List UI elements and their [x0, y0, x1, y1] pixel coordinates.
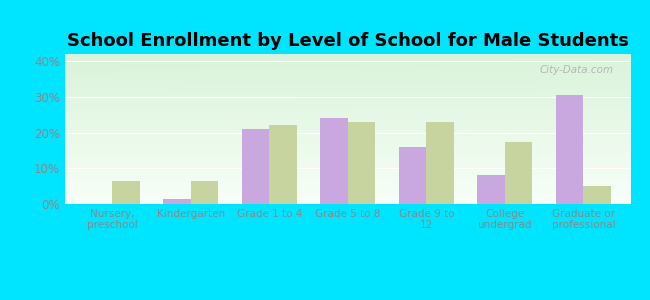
Bar [477, 176, 505, 204]
Title: School Enrollment by Level of School for Male Students: School Enrollment by Level of School for… [67, 32, 629, 50]
Bar [556, 95, 584, 204]
Bar [269, 125, 296, 204]
Bar [190, 181, 218, 204]
Bar [399, 147, 426, 204]
Bar [320, 118, 348, 204]
Bar [584, 186, 611, 204]
Bar [112, 181, 140, 204]
Bar [348, 122, 375, 204]
Bar [505, 142, 532, 204]
Text: City-Data.com: City-Data.com [540, 64, 614, 74]
Bar [163, 199, 190, 204]
Bar [242, 129, 269, 204]
Bar [426, 122, 454, 204]
